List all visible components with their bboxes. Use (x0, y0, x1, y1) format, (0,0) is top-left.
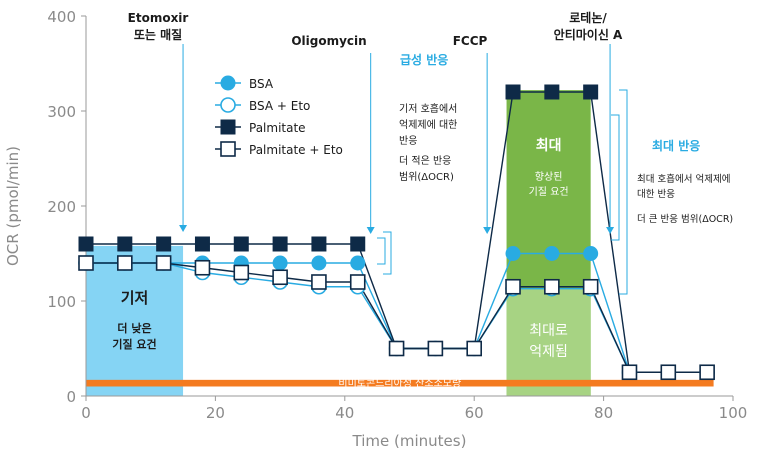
data-point (544, 84, 560, 100)
data-point (427, 340, 444, 357)
legend-label: BSA + Eto (249, 99, 310, 113)
y-tick-label: 300 (47, 103, 76, 121)
max-bracket-inner (611, 114, 620, 241)
data-point (350, 255, 366, 271)
nonmito-bar (86, 379, 714, 387)
max-inhibited-region (506, 288, 591, 396)
max-title: 최대 (536, 138, 562, 154)
data-point (660, 364, 677, 381)
x-tick-label: 0 (81, 404, 91, 422)
data-point (156, 236, 172, 252)
data-point (233, 236, 249, 252)
data-point (699, 364, 715, 381)
x-tick-label: 80 (594, 404, 613, 422)
legend-marker (220, 97, 236, 113)
data-point (155, 255, 172, 271)
y-tick-label: 0 (66, 388, 76, 406)
y-tick-label: 400 (47, 8, 76, 26)
injection-arrowhead (179, 225, 188, 232)
data-point (583, 84, 599, 100)
acute-bracket-outer (383, 231, 392, 275)
basal-title: 기저 (121, 289, 149, 307)
y-axis-label: OCR (pmol/min) (4, 146, 22, 266)
data-point (505, 246, 521, 261)
data-point (388, 340, 405, 357)
data-point (583, 246, 599, 261)
max-response-range: 더 큰 반응 범위(ΔOCR) (637, 213, 733, 225)
data-point (311, 255, 327, 271)
x-tick-label: 40 (335, 404, 354, 422)
injection-label: 로테논/안티마이신 A (554, 11, 623, 42)
injection-arrowhead (606, 227, 615, 234)
data-point (233, 264, 250, 281)
x-tick-label: 20 (206, 404, 225, 422)
legend-marker (220, 141, 236, 157)
max-response-title: 최대 반응 (652, 138, 700, 153)
axes-layer: 0 20 40 60 80 100 0 100 200 300 400 Time (minutes) O… (4, 8, 747, 450)
annotations-layer: Etomoxir 또는 매질 Oligomycin FCCP 로테논/안티마이신 A 급성… (128, 11, 733, 295)
data-point (466, 340, 483, 357)
data-point (544, 278, 560, 295)
x-tick-label: 100 (719, 404, 748, 422)
injection-arrowhead (483, 227, 492, 234)
y-tick-label: 200 (47, 198, 76, 216)
data-point (117, 255, 133, 271)
data-point (117, 236, 133, 252)
data-point (505, 278, 521, 295)
data-point (78, 236, 94, 252)
y-tick-label: 100 (47, 293, 76, 311)
legend-label: Palmitate + Eto (249, 143, 343, 157)
legend-marker (220, 75, 236, 91)
basal-region (86, 245, 184, 396)
legend-label: Palmitate (249, 121, 306, 135)
acute-response-range: 더 적은 반응 범위(ΔOCR) (399, 155, 454, 183)
data-point (272, 269, 288, 286)
acute-response-text: 기저 호흡에서 억제제에 대한 반응 (399, 102, 457, 147)
legend-label: BSA (249, 77, 274, 91)
data-point (505, 84, 521, 100)
basal-subtitle: 더 낮은 기질 요건 (112, 321, 156, 351)
acute-response-title: 급성 반응 (400, 52, 448, 67)
data-point (544, 246, 560, 261)
max-response-text: 최대 호흡에서 억제제에 대한 반응 (637, 173, 730, 200)
data-point (78, 255, 94, 271)
acute-bracket-inner (377, 237, 386, 265)
data-point (194, 259, 211, 276)
injection-arrowhead (366, 227, 375, 234)
max-subtitle: 향상된 기질 요건 (529, 171, 569, 198)
max-inhibited-title: 최대로 억제됨 (529, 323, 568, 360)
injection-label: Etomoxir 또는 매질 (128, 11, 189, 42)
injection-label: FCCP (453, 34, 488, 48)
data-point (272, 236, 288, 252)
data-point (272, 255, 288, 271)
data-point (311, 274, 327, 290)
data-point (311, 236, 327, 252)
max-bracket-outer (619, 89, 628, 295)
nonmito-label: 비미토콘드리아성 산소소모량 (338, 378, 461, 390)
legend: BSA BSA + Eto Palmitate Palmitate + Eto (215, 75, 343, 157)
data-point (349, 274, 366, 290)
legend-marker (220, 119, 236, 135)
x-tick-label: 60 (465, 404, 484, 422)
injection-label: Oligomycin (291, 34, 366, 48)
data-point (194, 236, 210, 252)
data-point (350, 236, 366, 252)
data-point (582, 278, 599, 295)
data-point (621, 364, 638, 381)
x-axis-label: Time (minutes) (352, 432, 467, 450)
series-layer (78, 84, 715, 381)
